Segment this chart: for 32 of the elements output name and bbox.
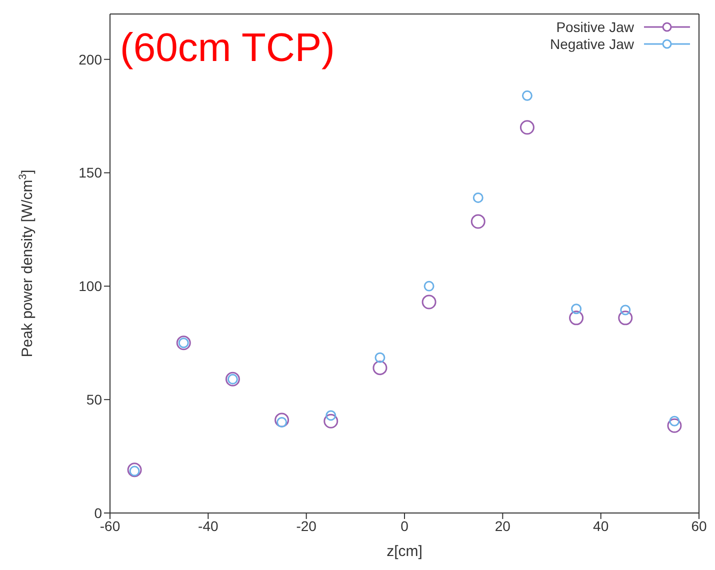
x-tick-label: 0 (400, 518, 409, 534)
legend-label: Positive Jaw (556, 18, 634, 34)
point (127, 462, 142, 478)
point (472, 192, 484, 203)
point (422, 294, 436, 310)
point (520, 120, 534, 135)
chart-title: (60cm TCP) (120, 26, 335, 71)
x-tick-label: 60 (691, 518, 707, 534)
point (618, 310, 633, 326)
x-tick-label: 40 (593, 518, 609, 534)
x-axis-title: z[cm] (386, 543, 422, 560)
point (667, 418, 682, 433)
legend-label: Negative Jaw (550, 36, 634, 52)
x-tick-label: -20 (296, 518, 317, 534)
x-tick-label: 20 (494, 518, 511, 534)
point (324, 414, 338, 428)
point (470, 214, 486, 229)
point (522, 90, 532, 101)
y-tick-label: 200 (78, 51, 102, 68)
point (372, 360, 388, 376)
point (569, 310, 584, 326)
x-tick-label: -60 (100, 518, 120, 534)
point (620, 304, 631, 316)
x-tick-label: -40 (198, 518, 218, 534)
point (424, 280, 434, 292)
y-tick-label: 50 (86, 392, 102, 408)
point (571, 304, 582, 314)
y-tick-label: 150 (78, 164, 102, 181)
y-tick-label: 100 (78, 278, 102, 294)
y-tick-label: 0 (94, 504, 102, 521)
point (274, 412, 290, 428)
point (374, 352, 386, 363)
